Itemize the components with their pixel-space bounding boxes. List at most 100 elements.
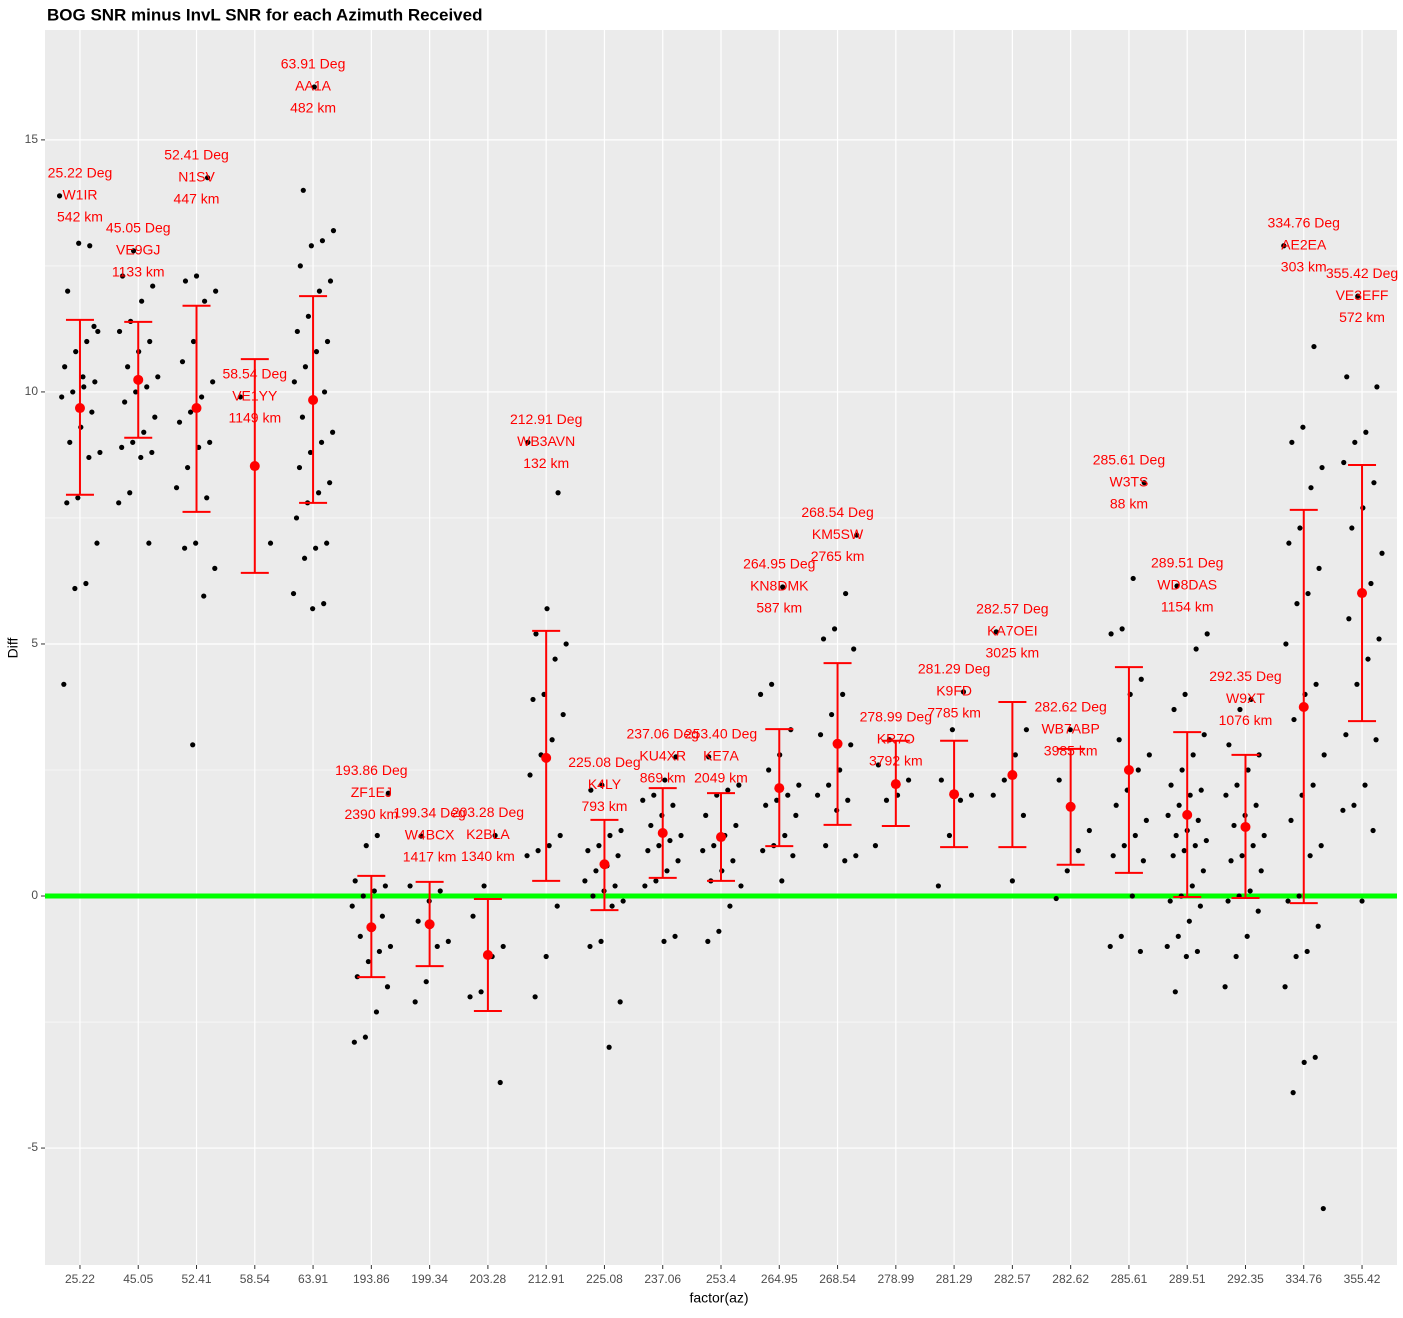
point [1293, 953, 1299, 960]
point [1308, 485, 1314, 491]
point [1137, 948, 1144, 955]
point [1315, 923, 1321, 929]
point [146, 540, 152, 546]
mean-point [541, 752, 552, 763]
point [593, 868, 599, 874]
mean-point [74, 403, 85, 414]
point [294, 328, 300, 335]
point [968, 792, 975, 798]
point [371, 888, 377, 894]
chart-title: BOG SNR minus InvL SNR for each Azimuth … [47, 5, 482, 24]
point [204, 175, 211, 181]
point [1223, 792, 1229, 798]
point [854, 532, 860, 538]
point [73, 349, 79, 355]
point [780, 584, 786, 590]
point [557, 832, 563, 839]
point [845, 797, 851, 803]
annotation: 281.29 Deg [918, 661, 990, 677]
point [318, 439, 325, 445]
point [823, 843, 829, 849]
point [62, 364, 68, 370]
annotation: AE2EA [1281, 236, 1327, 252]
point [599, 782, 605, 788]
mean-point [599, 859, 610, 870]
point [938, 777, 944, 783]
point [1247, 888, 1253, 894]
point [1261, 832, 1267, 839]
point [70, 389, 76, 395]
annotation: 268.54 Deg [801, 504, 873, 520]
point [661, 938, 667, 944]
point [290, 590, 297, 597]
point [56, 193, 63, 199]
point [1167, 898, 1173, 904]
annotation: 132 km [523, 455, 569, 471]
point [615, 853, 621, 859]
point [1304, 948, 1310, 955]
point [127, 490, 133, 496]
point [1359, 898, 1365, 904]
x-tick-label: 278.99 [877, 1272, 914, 1286]
point [1165, 812, 1171, 818]
point [150, 283, 156, 289]
point [935, 883, 941, 889]
point [201, 298, 208, 304]
x-tick-label: 203.28 [470, 1272, 507, 1286]
point [585, 848, 591, 854]
annotation: 3792 km [869, 752, 923, 768]
point [532, 994, 538, 1000]
point [606, 1044, 612, 1050]
annotation: KA7OEI [987, 623, 1038, 639]
point [1107, 943, 1113, 950]
x-tick-label: 58.54 [240, 1272, 270, 1286]
point [321, 389, 328, 395]
annotation: 88 km [1110, 495, 1148, 511]
point [1203, 837, 1209, 844]
point [1244, 933, 1250, 939]
point [199, 394, 205, 400]
annotation: WB7ABP [1041, 720, 1099, 736]
point [1373, 737, 1379, 743]
point [1354, 681, 1360, 687]
point [785, 792, 791, 798]
point [1289, 439, 1295, 445]
point [91, 323, 97, 329]
point [1363, 429, 1369, 435]
point [667, 837, 673, 844]
y-tick-label: -5 [27, 1140, 38, 1154]
point [1234, 782, 1240, 788]
annotation: KM5SW [812, 526, 864, 542]
mean-point [308, 394, 319, 405]
point [327, 480, 333, 486]
point [1371, 480, 1377, 486]
point [796, 782, 802, 788]
point [116, 500, 122, 506]
point [1183, 953, 1189, 960]
point [1310, 782, 1316, 788]
point [1197, 903, 1203, 909]
point [527, 772, 533, 778]
annotation: 334.76 Deg [1268, 214, 1340, 230]
point [138, 454, 144, 461]
point [651, 792, 657, 798]
point [525, 439, 531, 445]
point [1320, 1205, 1326, 1212]
point [851, 646, 857, 652]
point [97, 449, 103, 456]
mean-point [1007, 770, 1018, 781]
point [1321, 752, 1327, 758]
annotation: 52.41 Deg [164, 146, 229, 162]
point [590, 893, 596, 899]
x-tick-label: 225.08 [586, 1272, 623, 1286]
point [725, 787, 731, 793]
point [1349, 525, 1355, 531]
annotation: 237.06 Deg [627, 726, 699, 742]
point [363, 843, 369, 849]
mean-point [1240, 821, 1251, 832]
point [187, 409, 194, 415]
point [379, 913, 385, 919]
point [1173, 832, 1179, 839]
